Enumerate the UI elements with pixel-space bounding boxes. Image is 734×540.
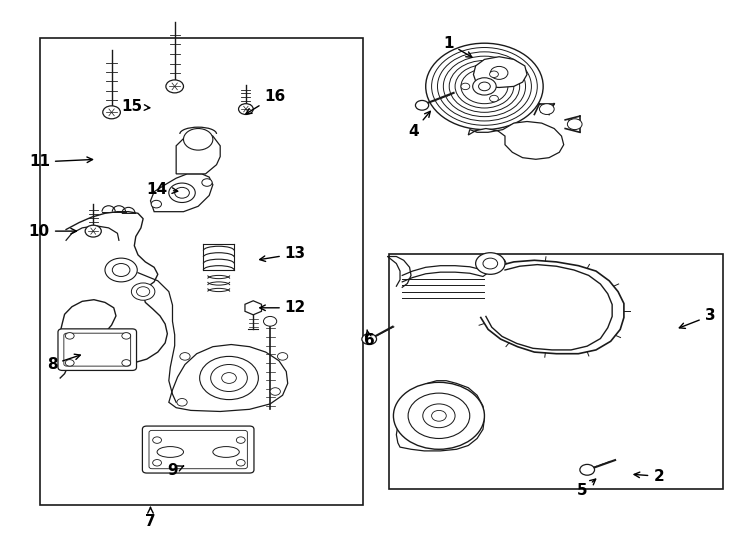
Circle shape (393, 382, 484, 449)
Circle shape (239, 104, 253, 114)
Circle shape (455, 65, 514, 108)
Text: 9: 9 (167, 463, 184, 478)
Polygon shape (396, 381, 484, 451)
Circle shape (461, 83, 470, 90)
Text: 6: 6 (363, 330, 374, 348)
Circle shape (103, 106, 120, 119)
Circle shape (415, 100, 429, 110)
Circle shape (423, 404, 455, 428)
Circle shape (567, 119, 582, 130)
Circle shape (461, 69, 508, 104)
FancyBboxPatch shape (142, 426, 254, 473)
Circle shape (490, 96, 498, 102)
Text: 11: 11 (29, 154, 92, 170)
Circle shape (473, 78, 496, 95)
Circle shape (539, 104, 554, 114)
Circle shape (476, 253, 505, 274)
Polygon shape (473, 57, 527, 87)
Circle shape (105, 258, 137, 282)
Text: 15: 15 (121, 99, 150, 114)
Circle shape (236, 437, 245, 443)
Circle shape (222, 373, 236, 383)
Text: 4: 4 (408, 111, 430, 139)
FancyBboxPatch shape (149, 430, 247, 469)
Circle shape (443, 56, 526, 117)
Circle shape (236, 460, 245, 466)
Text: 2: 2 (634, 469, 664, 484)
Circle shape (112, 264, 130, 276)
Circle shape (437, 52, 531, 121)
Circle shape (151, 200, 161, 208)
Circle shape (490, 66, 508, 79)
Circle shape (169, 183, 195, 202)
FancyBboxPatch shape (64, 333, 131, 366)
Circle shape (153, 437, 161, 443)
Circle shape (432, 410, 446, 421)
Circle shape (122, 333, 131, 339)
Ellipse shape (157, 447, 184, 457)
Circle shape (277, 353, 288, 360)
Polygon shape (150, 174, 213, 212)
Text: 12: 12 (260, 300, 306, 315)
FancyBboxPatch shape (58, 329, 137, 370)
Circle shape (200, 356, 258, 400)
Bar (40, 38, 363, 505)
Circle shape (137, 287, 150, 296)
Circle shape (408, 393, 470, 438)
Circle shape (483, 258, 498, 269)
Text: 3: 3 (679, 308, 715, 328)
Text: 5: 5 (577, 479, 596, 498)
Polygon shape (468, 122, 564, 159)
Text: 14: 14 (147, 181, 178, 197)
Polygon shape (169, 345, 288, 411)
Circle shape (426, 43, 543, 130)
Circle shape (479, 82, 490, 91)
Polygon shape (176, 132, 220, 174)
Ellipse shape (213, 447, 239, 457)
Circle shape (65, 360, 74, 366)
Circle shape (177, 399, 187, 406)
Circle shape (432, 48, 537, 125)
Text: 7: 7 (145, 508, 156, 529)
Circle shape (362, 334, 377, 345)
Text: 13: 13 (260, 246, 306, 261)
Text: 10: 10 (29, 224, 76, 239)
Circle shape (131, 283, 155, 300)
Text: 16: 16 (246, 89, 286, 114)
Text: 8: 8 (47, 354, 80, 372)
Circle shape (270, 388, 280, 395)
Circle shape (580, 464, 595, 475)
Circle shape (85, 225, 101, 237)
Circle shape (264, 316, 277, 326)
Bar (389, 254, 723, 489)
Circle shape (211, 364, 247, 391)
Circle shape (175, 187, 189, 198)
Circle shape (122, 360, 131, 366)
Circle shape (166, 80, 184, 93)
Circle shape (449, 60, 520, 112)
Circle shape (153, 460, 161, 466)
Circle shape (490, 71, 498, 77)
Circle shape (180, 353, 190, 360)
Text: 1: 1 (443, 36, 472, 57)
Circle shape (184, 129, 213, 150)
Circle shape (202, 179, 212, 186)
Circle shape (65, 333, 74, 339)
